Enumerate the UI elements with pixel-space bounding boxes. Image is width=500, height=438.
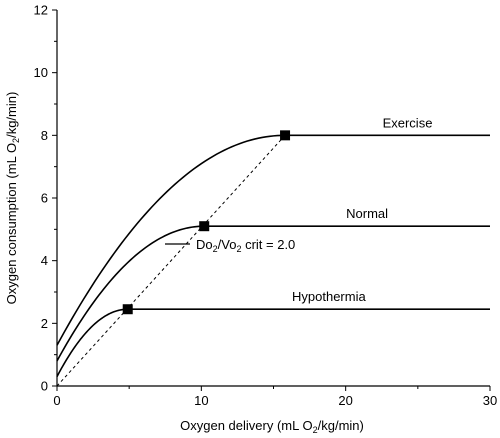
y-tick-label: 2 xyxy=(41,316,48,331)
critical-point-marker-normal xyxy=(199,221,210,232)
y-axis-title: Oxygen consumption (mL O2/kg/min) xyxy=(4,92,21,305)
y-tick-label: 12 xyxy=(34,3,48,18)
series-label-exercise: Exercise xyxy=(383,115,433,130)
critical-point-marker-hypothermia xyxy=(122,304,133,315)
x-tick-label: 20 xyxy=(338,393,352,408)
y-tick-label: 10 xyxy=(34,65,48,80)
series-line-normal xyxy=(56,225,490,362)
x-tick-label: 10 xyxy=(194,393,208,408)
y-tick-label: 6 xyxy=(41,191,48,206)
series-label-hypothermia: Hypothermia xyxy=(292,289,366,304)
x-tick-label: 0 xyxy=(53,393,60,408)
critical-dashed-line xyxy=(56,134,286,387)
series-line-exercise xyxy=(56,134,490,346)
axes xyxy=(56,10,490,387)
markers xyxy=(122,130,291,315)
critical-point-marker-exercise xyxy=(280,130,291,141)
critical-ratio-annotation: Do2/Vo2 crit = 2.0 xyxy=(196,237,295,254)
series-line-hypothermia xyxy=(56,308,490,377)
y-tick-label: 8 xyxy=(41,128,48,143)
ticks: 0 2 4 6 8 10 12 0 10 20 30 xyxy=(34,3,498,409)
x-axis-title: Oxygen delivery (mL O2/kg/min) xyxy=(180,418,364,435)
y-tick-label: 0 xyxy=(41,379,48,394)
y-tick-label: 4 xyxy=(41,253,48,268)
x-tick-label: 30 xyxy=(483,393,497,408)
series: Exercise Normal Hypothermia xyxy=(56,115,490,387)
series-label-normal: Normal xyxy=(346,206,388,221)
